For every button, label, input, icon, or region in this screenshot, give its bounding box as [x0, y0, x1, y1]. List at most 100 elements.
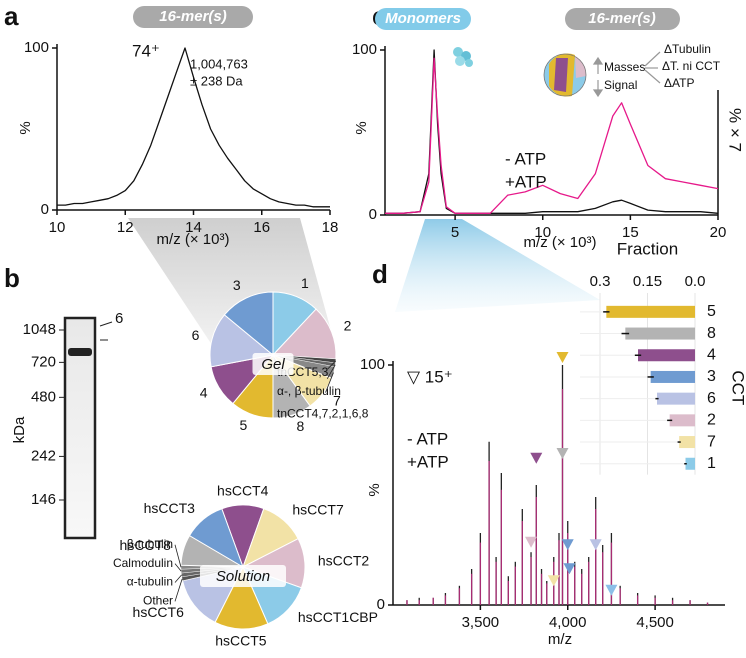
y-axis-label: kDa — [11, 416, 28, 443]
slice-label: hsCCT3 — [144, 500, 196, 516]
slice-label: 3 — [233, 277, 241, 293]
y-tick-label: 146 — [31, 491, 56, 508]
badge-text: Monomers — [385, 10, 461, 27]
y-tick-label: 1048 — [23, 321, 56, 338]
spectrum-line — [57, 47, 330, 208]
slice-label: 2 — [344, 318, 352, 334]
annotation: ± 238 Da — [190, 73, 243, 88]
bar — [679, 436, 695, 449]
slice-label: 5 — [239, 417, 247, 433]
y-axis-label: % — [17, 121, 34, 134]
slice-label: Calmodulin — [113, 556, 173, 570]
slice-label: 6 — [192, 327, 200, 343]
badge-text: 16-mer(s) — [588, 10, 656, 27]
slice-label: α-tubulin — [127, 575, 173, 589]
category-label: 4 — [707, 346, 716, 363]
inset-title: Fraction — [617, 239, 678, 258]
slice-label: hsCCT2 — [318, 553, 370, 569]
slice-label: β-tubulin — [127, 537, 173, 551]
slice-label: 1 — [301, 275, 309, 291]
badge-text: 16-mer(s) — [159, 8, 227, 25]
y-tick-label: 242 — [31, 447, 56, 464]
x-tick-label: 3,500 — [462, 614, 500, 631]
y-tick-label: 100 — [352, 41, 377, 58]
category-label: 7 — [707, 433, 716, 450]
pie-slice — [214, 565, 269, 630]
peak-marker — [589, 539, 602, 551]
peak-marker — [530, 452, 543, 464]
y-tick-label: 720 — [31, 353, 56, 370]
y2-axis-label: % × 7 — [726, 108, 745, 152]
annotation: Masses — [604, 60, 645, 74]
pie-title-box — [200, 565, 286, 587]
slice-label: hsCCT1CBP — [298, 609, 378, 625]
y-tick-label: 100 — [360, 356, 385, 373]
leader-line — [174, 563, 182, 572]
panel-letter: b — [4, 263, 20, 293]
x-tick-label: 14 — [185, 219, 202, 236]
category-label: 3 — [707, 368, 716, 385]
x-tick-label: 4,500 — [636, 614, 674, 631]
pie-title-box — [252, 353, 294, 375]
complex-icon — [543, 53, 587, 97]
peak-marker — [547, 575, 560, 587]
y-tick-label: 480 — [31, 388, 56, 405]
slice-label: hsCCT7 — [292, 501, 344, 517]
badge — [565, 8, 680, 30]
legend-entry: +ATP — [505, 172, 547, 191]
pie-slice — [223, 291, 274, 357]
peak-marker — [556, 448, 569, 459]
peak-marker — [561, 539, 574, 551]
bar — [606, 305, 695, 318]
legend-entry: - ATP — [505, 149, 546, 168]
x-tick-label: 18 — [322, 219, 339, 236]
legend-entry: - ATP — [407, 429, 448, 448]
category-label: 8 — [707, 325, 716, 342]
annotation: 6 — [115, 310, 123, 327]
category-label: 2 — [707, 412, 716, 429]
pie-title: Gel — [261, 356, 285, 373]
x-tick-label: 4,000 — [549, 614, 587, 631]
pie-title: Solution — [216, 568, 270, 585]
x-tick-label: 10 — [534, 224, 551, 241]
peak-marker — [605, 584, 618, 596]
leader-line — [326, 364, 336, 380]
x-tick-label: 15 — [622, 224, 639, 241]
slice-label: Other — [143, 594, 173, 608]
bar — [625, 327, 695, 340]
bar — [657, 392, 695, 405]
leader-line — [325, 372, 334, 393]
x-tick-label: 20 — [710, 224, 727, 241]
annotation: ΔTubulin — [664, 42, 711, 56]
panel-letter: a — [4, 1, 19, 31]
annotation: ▽ 15⁺ — [407, 367, 453, 386]
badge — [375, 8, 471, 30]
annotation: 74⁺ — [132, 41, 160, 60]
slice-label: hsCCT6 — [133, 604, 185, 620]
peak-marker — [563, 563, 576, 575]
x-axis-label: m/z (× 10³) — [157, 231, 230, 248]
leader-line — [174, 578, 183, 602]
x-axis-label: m/z (× 10³) — [524, 234, 597, 251]
slice-label: hsCCT4 — [217, 483, 269, 499]
slice-label: 4 — [200, 384, 208, 400]
arrows — [592, 51, 661, 98]
bar — [638, 349, 695, 362]
x-tick-label: 10 — [49, 219, 66, 236]
bar — [669, 414, 695, 427]
x-tick-label: 12 — [117, 219, 134, 236]
annotation: ΔT. ni CCT — [662, 59, 721, 73]
spectrum-line — [385, 57, 719, 214]
y-tick-label: 0 — [369, 206, 377, 223]
category-label: 1 — [707, 455, 716, 472]
slice-label: 7 — [333, 392, 341, 408]
y-axis-label: CCT — [729, 370, 746, 405]
badge — [133, 6, 253, 28]
y-axis-label: % — [366, 483, 383, 496]
x-tick-label: 16 — [253, 219, 270, 236]
peak-marker — [525, 536, 538, 548]
x-tick-label: 0.0 — [685, 273, 706, 290]
slice-label: 8 — [296, 418, 304, 434]
pie-slice — [188, 508, 244, 569]
